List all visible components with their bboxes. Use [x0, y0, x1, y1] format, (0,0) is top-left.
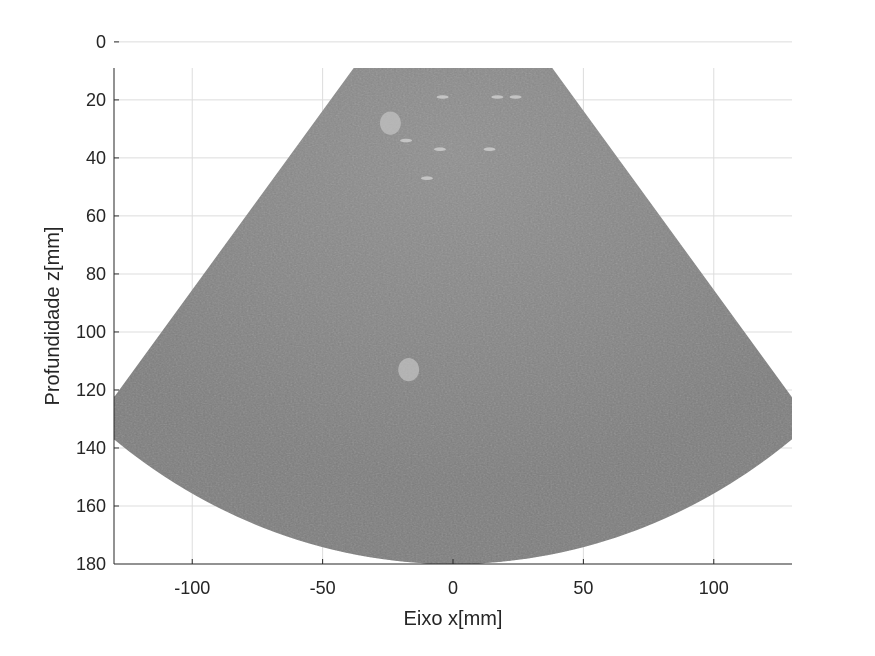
speckle-streak-4 — [434, 147, 446, 151]
speckle-streak-1 — [437, 95, 449, 99]
inclusion-1 — [398, 358, 419, 381]
y-tick-label-6: 120 — [76, 380, 106, 400]
speckle-streak-5 — [484, 147, 496, 151]
y-tick-label-2: 40 — [86, 148, 106, 168]
x-tick-label-4: 100 — [699, 578, 729, 598]
speckle-streak-2 — [491, 95, 503, 99]
sector-image — [95, 17, 811, 564]
inclusion-0 — [380, 112, 401, 135]
x-axis-label: Eixo x[mm] — [404, 608, 503, 630]
y-tick-label-5: 100 — [76, 322, 106, 342]
x-tick-label-0: -100 — [174, 578, 210, 598]
y-tick-label-3: 60 — [86, 206, 106, 226]
speckle-streak-0 — [413, 63, 425, 67]
y-tick-label-4: 80 — [86, 264, 106, 284]
y-tick-label-8: 160 — [76, 496, 106, 516]
speckle-streak-7 — [421, 176, 433, 180]
x-tick-label-1: -50 — [310, 578, 336, 598]
y-tick-label-7: 140 — [76, 438, 106, 458]
speckle-streak-3 — [400, 139, 412, 143]
y-tick-label-9: 180 — [76, 554, 106, 574]
speckle-streak-6 — [510, 95, 522, 99]
y-axis-label: Profundidade z[mm] — [42, 227, 64, 406]
y-tick-label-1: 20 — [86, 90, 106, 110]
sector-speckle-noise — [95, 17, 811, 564]
y-tick-label-0: 0 — [96, 32, 106, 52]
x-tick-label-2: 0 — [448, 578, 458, 598]
x-tick-label-3: 50 — [573, 578, 593, 598]
